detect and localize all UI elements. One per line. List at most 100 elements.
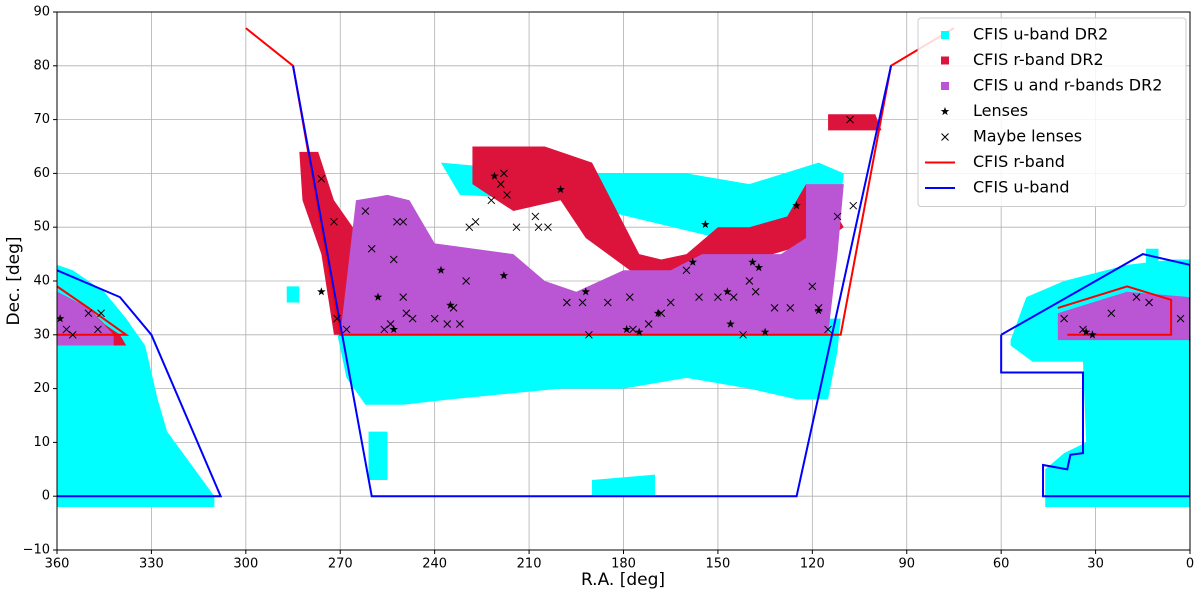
- y-tick-label: 50: [33, 220, 50, 235]
- maybe-lens-point: [714, 293, 722, 301]
- maybe-lens-point: [402, 309, 411, 318]
- y-tick-label: 70: [33, 112, 50, 127]
- y-tick-label: −10: [23, 543, 50, 558]
- maybe-lens-point: [389, 255, 398, 264]
- maybe-lens-point: [739, 330, 747, 339]
- maybe-lens-point: [462, 277, 470, 285]
- x-tick-label: 60: [993, 557, 1010, 572]
- maybe-lens-point: [430, 314, 439, 323]
- maybe-lens-point: [531, 212, 540, 221]
- maybe-lens-point: [729, 293, 738, 301]
- lens-point: [726, 319, 735, 328]
- footprint-outline: [1057, 285, 1173, 336]
- legend-swatch: [941, 56, 949, 65]
- y-tick-label: 20: [33, 381, 50, 396]
- legend-box: [917, 17, 1187, 207]
- footprint-outline: [57, 285, 130, 336]
- footprint-region: [57, 291, 114, 346]
- lens-point: [57, 314, 65, 323]
- maybe-lens-point: [808, 282, 817, 291]
- y-axis-label: Dec. [deg]: [4, 236, 24, 325]
- maybe-lens-point: [367, 244, 376, 253]
- maybe-lens-point: [361, 207, 370, 215]
- lens-point: [701, 220, 710, 229]
- y-tick-label: 10: [33, 435, 50, 450]
- x-tick-label: 180: [611, 557, 636, 572]
- x-tick-label: 300: [233, 557, 258, 572]
- maybe-lens-point: [578, 298, 587, 307]
- maybe-lens-point: [94, 325, 102, 334]
- x-axis-label: R.A. [deg]: [581, 570, 665, 590]
- maybe-lens-point: [846, 115, 854, 124]
- maybe-lens-point: [317, 174, 326, 183]
- x-tick-label: 330: [139, 557, 164, 572]
- maybe-lens-point: [666, 298, 675, 307]
- maybe-lens-point: [1132, 293, 1141, 301]
- x-tick-label: 210: [517, 557, 542, 572]
- maybe-lens-point: [562, 298, 571, 307]
- lens-point: [499, 271, 509, 280]
- footprint-outline: [245, 27, 955, 336]
- maybe-lens-point: [408, 314, 417, 323]
- maybe-lens-point: [534, 223, 543, 232]
- maybe-lens-point: [657, 309, 666, 318]
- lens-point: [389, 324, 399, 334]
- maybe-lens-point: [342, 325, 351, 334]
- lens-point: [723, 287, 732, 296]
- footprint-region: [368, 431, 388, 481]
- lens-point: [1088, 330, 1097, 339]
- maybe-lens-point: [625, 293, 634, 301]
- plot-frame: [56, 11, 1191, 551]
- maybe-lens-point: [386, 320, 395, 328]
- y-tick-label: 60: [33, 166, 50, 181]
- legend-swatch: [940, 107, 950, 116]
- y-tick-label: 90: [33, 5, 50, 20]
- y-tick-label: 80: [33, 58, 50, 73]
- footprint-outline: [57, 269, 223, 498]
- maybe-lens-point: [1145, 298, 1153, 307]
- x-tick-label: 240: [422, 557, 447, 572]
- maybe-lens-point: [471, 217, 480, 226]
- maybe-lens-point: [814, 304, 823, 312]
- x-tick-label: 360: [45, 557, 70, 572]
- maybe-lens-point: [465, 223, 474, 232]
- maybe-lens-point: [399, 293, 408, 301]
- lens-point: [581, 287, 591, 296]
- maybe-lens-point: [824, 325, 832, 334]
- lens-point: [754, 263, 764, 272]
- maybe-lens-point: [496, 180, 505, 189]
- legend-label: CFIS u-band DR2: [973, 25, 1108, 44]
- maybe-lens-point: [380, 325, 389, 334]
- y-tick-label: 30: [33, 327, 50, 342]
- maybe-lens-point: [487, 196, 496, 205]
- maybe-lens-point: [97, 309, 105, 318]
- maybe-lens-point: [455, 320, 464, 328]
- lens-point: [556, 185, 565, 194]
- lens-point: [814, 306, 823, 315]
- maybe-lens-point: [603, 298, 612, 307]
- legend-label: CFIS u-band: [973, 178, 1070, 197]
- maybe-lens-point: [682, 266, 691, 275]
- maybe-lens-point: [833, 212, 842, 221]
- maybe-lens-point: [503, 191, 511, 199]
- maybe-lens-point: [449, 304, 458, 312]
- lens-point: [1081, 327, 1091, 336]
- footprint-region: [333, 318, 841, 405]
- footprint-region: [828, 114, 882, 131]
- maybe-lens-point: [770, 304, 779, 312]
- lens-point: [436, 265, 446, 274]
- maybe-lens-point: [399, 217, 408, 226]
- maybe-lens-point: [443, 320, 452, 328]
- maybe-lens-point: [1060, 314, 1068, 323]
- footprint-region: [57, 264, 215, 507]
- maybe-lens-point: [330, 217, 338, 226]
- lens-point: [634, 327, 644, 336]
- legend-swatch: [941, 31, 949, 39]
- x-tick-label: 90: [898, 557, 915, 572]
- x-tick-label: 150: [706, 557, 731, 572]
- maybe-lens-point: [751, 287, 760, 296]
- legend-label: CFIS u and r-bands DR2: [973, 76, 1162, 95]
- footprint-region: [592, 474, 655, 497]
- maybe-lens-point: [585, 330, 593, 339]
- x-tick-label: 120: [800, 557, 825, 572]
